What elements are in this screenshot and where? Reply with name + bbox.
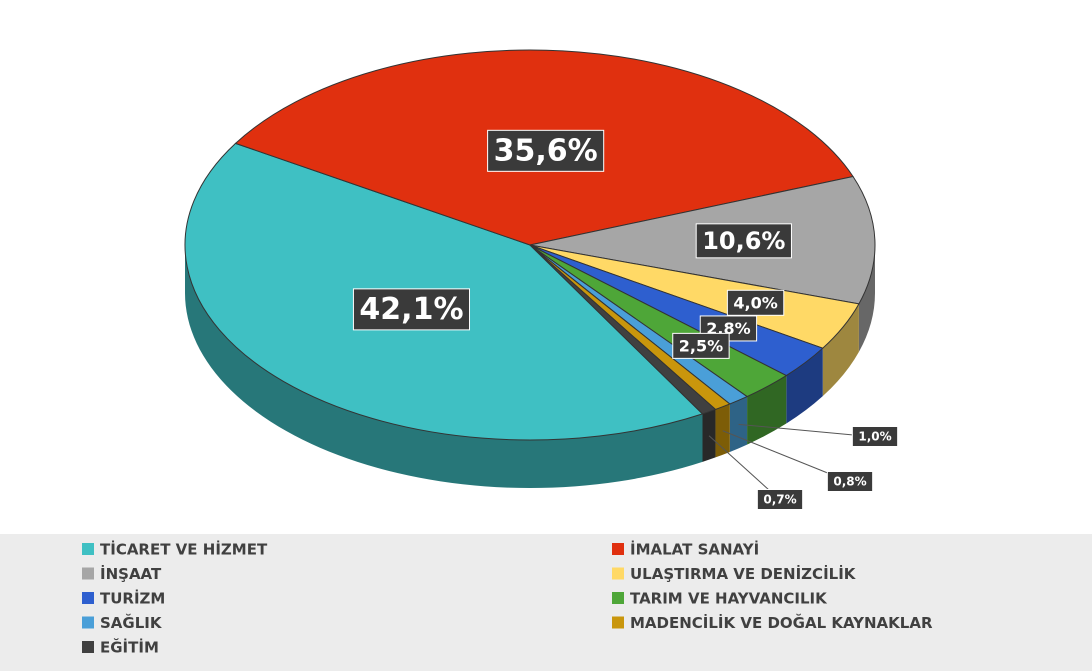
slice-side [822,303,859,397]
data-label-box [756,489,804,510]
slice-side [702,409,716,462]
data-label: 1,0% [858,430,891,444]
data-label: 2,5% [679,336,723,355]
legend-swatch [82,567,94,580]
data-label-box [826,471,874,492]
legend-label: ULAŞTIRMA VE DENİZCİLİK [630,564,857,583]
legend-swatch [612,592,624,604]
legend-label: TARIM VE HAYVANCILIK [630,590,828,608]
slice [529,244,717,415]
legend: TİCARET VE HİZMET İMALAT SANAYİ İNŞAAT ULAŞ… [82,540,933,657]
pie-sides [185,245,875,488]
legend-swatch [612,543,624,555]
data-label: 10,6% [702,227,785,255]
slice-side [786,348,823,424]
slice-side [729,396,748,452]
data-label-box [672,332,730,359]
legend-swatch [612,616,624,629]
data-labels: 42,1%35,6%10,6%4,0%2,8%2,5%1,0%0,8%0,7% [352,129,899,510]
data-label-box [352,288,471,331]
data-label-box [726,289,785,316]
legend-swatch [612,567,624,580]
data-label-box [487,129,605,172]
data-label: 42,1% [359,292,463,327]
slice-side [858,245,875,352]
legend-label: SAĞLIK [100,613,163,632]
legend-swatch [82,616,94,629]
legend-swatch [82,592,94,604]
legend-label: İMALAT SANAYİ [630,540,759,559]
legend-label: İNŞAAT [100,564,162,583]
data-label: 4,0% [733,293,777,312]
data-label: 0,8% [833,475,866,489]
legend-swatch [82,641,94,653]
legend-label: TİCARET VE HİZMET [100,540,268,559]
slice-side [715,403,730,458]
slice-side [747,375,787,445]
legend-label: MADENCİLİK VE DOĞAL KAYNAKLAR [630,613,933,632]
data-label: 0,7% [763,493,796,507]
legend-label: TURİZM [100,589,165,608]
data-label-box [695,223,792,259]
legend-background [0,534,1092,671]
slice-side [185,245,703,488]
legend-swatch [82,543,94,555]
data-label-box [851,426,899,447]
legend-label: EĞİTİM [100,638,159,657]
data-label: 35,6% [494,133,598,168]
